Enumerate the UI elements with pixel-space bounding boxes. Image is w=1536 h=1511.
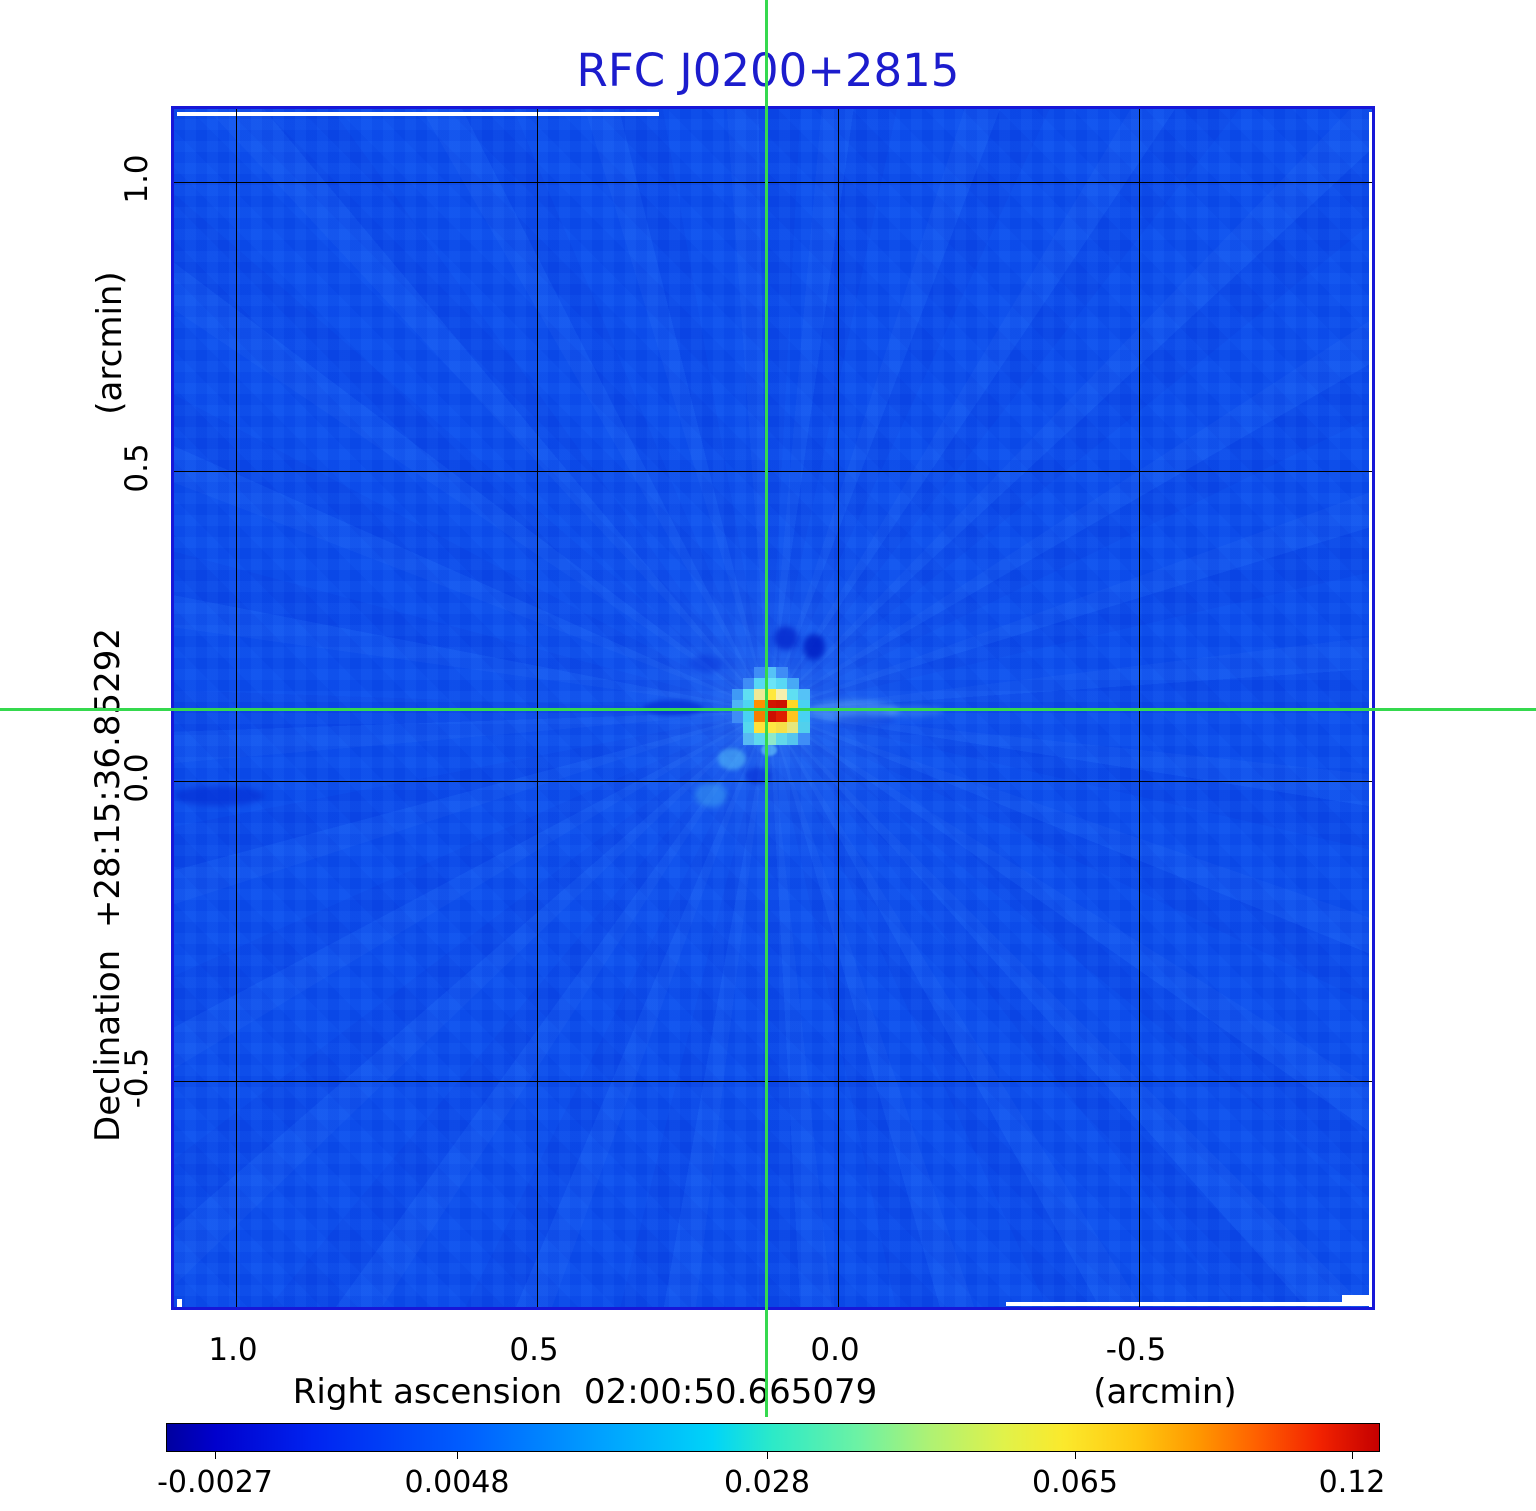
- source-pixel: [743, 700, 755, 712]
- source-pixel: [776, 722, 788, 734]
- colorbar-label: 0.12: [1318, 1465, 1386, 1500]
- map-feature: [883, 705, 943, 717]
- map-feature: [695, 783, 727, 807]
- y-tick-label: -0.5: [119, 1047, 155, 1109]
- colorbar-tick: [215, 1452, 216, 1459]
- gridline-y-0.0: [174, 781, 1372, 782]
- source-pixel: [732, 689, 744, 701]
- source-pixel: [765, 700, 777, 712]
- source-pixel: [743, 722, 755, 734]
- y-axis-unit: (arcmin): [90, 271, 130, 415]
- edge-artifact: [177, 112, 659, 116]
- x-tick-label: 1.0: [208, 1332, 258, 1368]
- colorbar-tick: [767, 1452, 768, 1459]
- source-pixel: [765, 689, 777, 701]
- source-pixel: [787, 711, 799, 723]
- map-feature: [803, 634, 825, 660]
- source-pixel: [754, 689, 766, 701]
- source-pixel: [743, 733, 755, 745]
- edge-artifact: [1006, 1302, 1372, 1306]
- source-pixel: [754, 711, 766, 723]
- map-feature: [745, 768, 771, 784]
- colorbar-label: 0.0048: [404, 1465, 510, 1500]
- x-axis-unit: (arcmin): [1093, 1372, 1237, 1412]
- source-pixel: [798, 733, 810, 745]
- edge-artifact: [177, 1299, 182, 1307]
- source-pixel: [776, 700, 788, 712]
- source-pixel: [776, 733, 788, 745]
- gridline-y-1.0: [174, 182, 1372, 183]
- gridline-y-0.5: [174, 471, 1372, 472]
- plot-title: RFC J0200+2815: [576, 44, 960, 97]
- y-tick-label: 0.5: [119, 443, 155, 493]
- source-pixel: [743, 678, 755, 690]
- x-tick-label: 0.5: [509, 1332, 559, 1368]
- source-pixel: [776, 678, 788, 690]
- source-pixel: [798, 722, 810, 734]
- source-pixel: [754, 722, 766, 734]
- map-feature: [593, 706, 633, 716]
- edge-artifact: [1342, 1295, 1372, 1306]
- source-pixel: [787, 678, 799, 690]
- gridline-y--0.5: [174, 1081, 1372, 1082]
- source-pixel: [798, 689, 810, 701]
- source-pixel: [732, 700, 744, 712]
- x-tick-label: -0.5: [1105, 1332, 1167, 1368]
- colorbar-label: 0.028: [724, 1465, 810, 1500]
- source-pixel: [754, 733, 766, 745]
- source-pixel: [765, 678, 777, 690]
- map-feature: [689, 655, 723, 673]
- source-pixel: [765, 667, 777, 679]
- colorbar-label: 0.065: [1032, 1465, 1118, 1500]
- map-feature: [774, 626, 798, 650]
- source-pixel: [754, 667, 766, 679]
- source-pixel: [776, 711, 788, 723]
- source-pixel: [765, 711, 777, 723]
- map-feature: [174, 786, 264, 806]
- map-feature: [718, 748, 746, 770]
- source-pixel: [765, 733, 777, 745]
- source-pixel: [798, 700, 810, 712]
- colorbar: [166, 1423, 1380, 1452]
- source-pixel: [787, 700, 799, 712]
- source-pixel: [787, 722, 799, 734]
- source-pixel: [787, 689, 799, 701]
- colorbar-tick: [1075, 1452, 1076, 1459]
- colorbar-label: -0.0027: [157, 1465, 273, 1500]
- y-tick-label: 1.0: [119, 154, 155, 204]
- colorbar-tick: [1352, 1452, 1353, 1459]
- source-pixel: [765, 722, 777, 734]
- map-feature: [761, 744, 777, 756]
- colorbar-tick: [457, 1452, 458, 1459]
- source-pixel: [743, 711, 755, 723]
- x-tick-label: 0.0: [810, 1332, 860, 1368]
- source-pixel: [787, 733, 799, 745]
- x-axis-label: Right ascension 02:00:50.665079: [292, 1372, 878, 1412]
- map-feature: [836, 715, 896, 725]
- source-pixel: [732, 711, 744, 723]
- source-pixel: [776, 667, 788, 679]
- source-pixel: [743, 689, 755, 701]
- crosshair-horizontal-line: [0, 708, 1536, 711]
- source-pixel: [754, 700, 766, 712]
- source-pixel: [754, 678, 766, 690]
- source-pixel: [776, 689, 788, 701]
- y-tick-label: 0.0: [119, 753, 155, 803]
- source-pixel: [798, 711, 810, 723]
